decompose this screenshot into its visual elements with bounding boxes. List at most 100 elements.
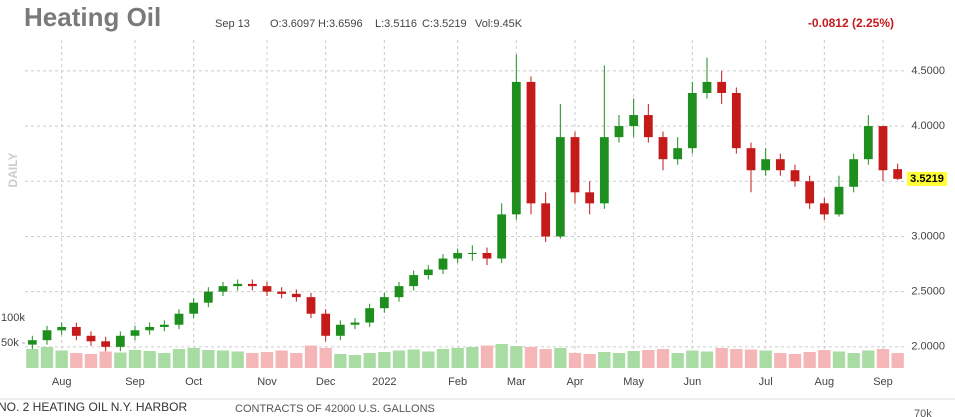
volume-bar — [231, 351, 244, 368]
chart-title: Heating Oil — [24, 2, 161, 32]
volume-bar — [715, 348, 728, 368]
candle-body — [585, 192, 595, 204]
candle-body — [291, 293, 301, 298]
volume-bar — [671, 353, 684, 368]
x-tick-label: Mar — [507, 376, 526, 388]
candle-body — [145, 326, 155, 331]
candle-body — [394, 286, 404, 298]
candle-body — [335, 324, 345, 336]
header-open: O:3.6097 — [270, 18, 315, 30]
volume-bar — [627, 351, 640, 368]
volume-bar — [598, 352, 611, 368]
x-tick-label: Aug — [815, 376, 835, 388]
candle-body — [497, 214, 507, 259]
x-tick-label: Jun — [683, 376, 701, 388]
volume-bar — [158, 353, 171, 368]
y-tick-label: 4.0000 — [911, 120, 945, 132]
y-tick-label: 3.0000 — [911, 230, 945, 242]
candle-body — [467, 253, 477, 255]
x-tick-label: Feb — [448, 376, 467, 388]
candle-body — [643, 115, 653, 138]
volume-bar — [524, 347, 538, 368]
candle-body — [86, 335, 96, 342]
volume-bar — [378, 352, 391, 368]
candle-body — [511, 81, 521, 215]
x-tick-label: 2022 — [372, 376, 396, 388]
candle-body — [863, 126, 873, 160]
candle-body — [555, 137, 565, 237]
volume-bar — [84, 354, 98, 368]
volume-bar — [334, 354, 347, 368]
footer-corner: 70k — [914, 408, 932, 417]
volume-bar — [642, 350, 655, 368]
volume-bar — [319, 348, 332, 368]
volume-bar — [363, 353, 376, 368]
candle-body — [130, 330, 140, 336]
y-tick-label: 2.5000 — [911, 286, 945, 298]
candle-body — [819, 203, 829, 215]
header-close: C:3.5219 — [422, 18, 467, 30]
volume-bar — [744, 349, 758, 368]
candle-body — [247, 283, 257, 287]
volume-bar — [348, 355, 362, 368]
candle-body — [878, 126, 888, 171]
volume-bar — [730, 349, 743, 368]
volume-bar — [143, 351, 156, 368]
candle-body — [731, 92, 741, 149]
footer-name: NO. 2 HEATING OIL N.Y. HARBOR — [0, 400, 187, 414]
candle-body — [115, 335, 125, 347]
candle-body — [453, 253, 463, 259]
header-low: L:3.5116 — [375, 18, 417, 30]
x-tick-label: Dec — [316, 376, 336, 388]
volume-bar — [759, 350, 772, 368]
volume-bar — [583, 354, 596, 368]
volume-bar — [451, 348, 464, 368]
candle-body — [834, 186, 844, 215]
candle-body — [673, 148, 683, 160]
x-tick-label: Sep — [125, 376, 145, 388]
candle-body — [101, 341, 111, 347]
volume-bar — [466, 347, 479, 368]
candle-body — [365, 308, 375, 323]
volume-bar — [803, 352, 816, 368]
candle-body — [277, 291, 287, 294]
candle-body — [717, 81, 727, 93]
candle-body — [893, 169, 903, 179]
volume-bar — [876, 349, 890, 368]
volume-bar — [700, 351, 714, 368]
volume-bar — [422, 351, 435, 368]
candle-body — [790, 170, 800, 182]
candle-body — [262, 286, 272, 292]
candle-body — [761, 159, 771, 171]
y-tick-label: 4.5000 — [911, 65, 945, 77]
volume-bar — [686, 350, 699, 368]
candle-body — [57, 326, 67, 331]
y-tick-label: 2.0000 — [911, 341, 945, 353]
volume-bar — [202, 350, 215, 368]
volume-bar — [70, 353, 83, 368]
volume-bar — [304, 345, 318, 368]
candle-body — [423, 269, 433, 276]
volume-bar — [392, 350, 406, 368]
candle-body — [27, 340, 37, 345]
header-high: H:3.6596 — [318, 18, 363, 30]
candle-body — [189, 302, 199, 314]
volume-bar — [290, 353, 303, 368]
candle-body — [159, 324, 169, 327]
candle-body — [599, 137, 609, 204]
volume-bar — [612, 353, 626, 368]
volume-bar — [554, 348, 567, 368]
volume-bar — [568, 353, 582, 368]
x-tick-label: Aug — [52, 376, 72, 388]
candle-body — [805, 181, 815, 204]
candle-body — [482, 253, 492, 259]
volume-bar — [891, 353, 904, 368]
header-change: -0.0812 (2.25%) — [808, 16, 894, 30]
candle-body — [218, 286, 228, 292]
footer-contract: CONTRACTS OF 42000 U.S. GALLONS — [235, 403, 435, 415]
volume-bar — [774, 353, 787, 368]
x-tick-label: Nov — [257, 376, 277, 388]
volume-bar — [40, 347, 54, 368]
period-label: DAILY — [6, 153, 20, 188]
